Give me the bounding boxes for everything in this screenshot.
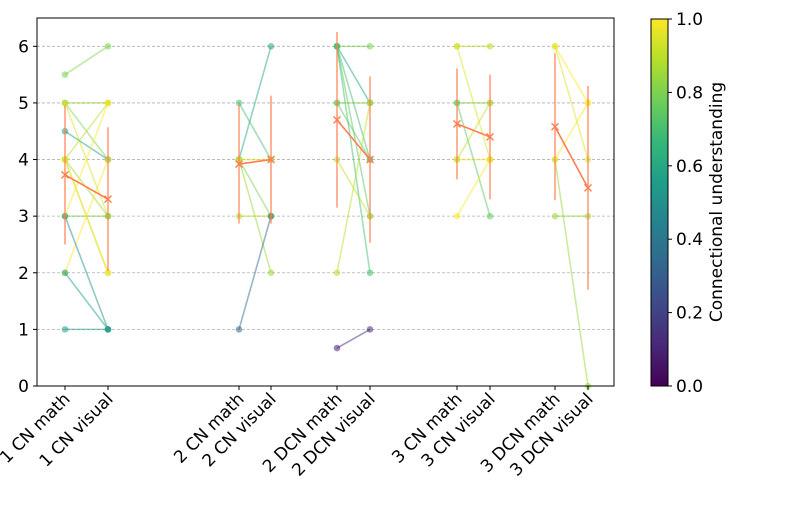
data-point	[104, 43, 112, 50]
y-tick-label: 2	[18, 264, 29, 284]
data-point	[551, 43, 559, 50]
mean-line	[336, 119, 371, 161]
data-point	[486, 212, 494, 220]
colorbar-tick-label: 1.0	[676, 10, 703, 30]
mean-group	[235, 95, 275, 224]
mean-markers	[61, 32, 592, 290]
mean-group	[551, 53, 592, 290]
data-point	[267, 43, 275, 50]
mean-group	[453, 68, 494, 200]
subject-line	[61, 43, 112, 78]
plot-frame	[36, 17, 615, 387]
subject-line	[453, 43, 494, 163]
colorbar-tick-label: 0.8	[676, 83, 703, 103]
mean-line	[238, 158, 272, 165]
y-tick-label: 4	[18, 151, 29, 171]
subject-line	[333, 326, 374, 352]
colorbar-tick-label: 0.2	[676, 304, 703, 324]
subject-line	[61, 269, 112, 333]
data-point	[61, 326, 69, 333]
grid-lines	[37, 45, 614, 387]
subject-line	[333, 43, 374, 107]
data-point	[61, 71, 69, 78]
data-point	[267, 269, 275, 277]
colorbar-label: Connectional understanding	[707, 82, 727, 322]
data-point	[366, 43, 374, 50]
y-tick-label: 5	[18, 94, 29, 114]
mean-line	[554, 126, 589, 189]
data-point	[453, 43, 461, 50]
colorbar-tick-label: 0.0	[676, 377, 703, 397]
y-tick-label: 6	[18, 37, 29, 57]
colorbar: 0.0 0.2 0.4 0.6 0.8 1.0 Connectional understan…	[650, 10, 727, 397]
data-point	[61, 99, 69, 107]
subject-line	[333, 99, 374, 277]
subject-line	[453, 156, 494, 220]
data-point	[61, 269, 69, 277]
data-point	[366, 326, 374, 333]
subject-line	[333, 99, 374, 163]
y-tick-label: 0	[18, 377, 29, 397]
data-point	[551, 212, 559, 220]
data-point	[235, 326, 243, 333]
subject-line	[551, 43, 592, 107]
data-point	[453, 212, 461, 220]
mean-group	[333, 32, 374, 243]
subject-line	[551, 212, 592, 220]
mean-line	[456, 123, 491, 138]
y-axis: 0 1 2 3 4 5 6	[18, 37, 37, 397]
mean-line	[64, 174, 109, 200]
subject-line	[61, 99, 112, 107]
data-point	[104, 326, 112, 333]
mean-group	[61, 105, 112, 272]
data-point	[104, 269, 112, 277]
colorbar-tick-label: 0.4	[676, 230, 703, 250]
data-point	[486, 43, 494, 50]
data-lines	[61, 43, 592, 390]
colorbar-gradient	[650, 18, 669, 387]
data-point	[333, 269, 341, 277]
y-tick-label: 1	[18, 320, 29, 340]
data-point	[333, 344, 341, 352]
data-point	[235, 99, 243, 107]
data-point	[366, 269, 374, 277]
subject-line	[61, 326, 112, 333]
y-tick-label: 3	[18, 207, 29, 227]
colorbar-tick-label: 0.6	[676, 157, 703, 177]
data-point	[104, 99, 112, 107]
